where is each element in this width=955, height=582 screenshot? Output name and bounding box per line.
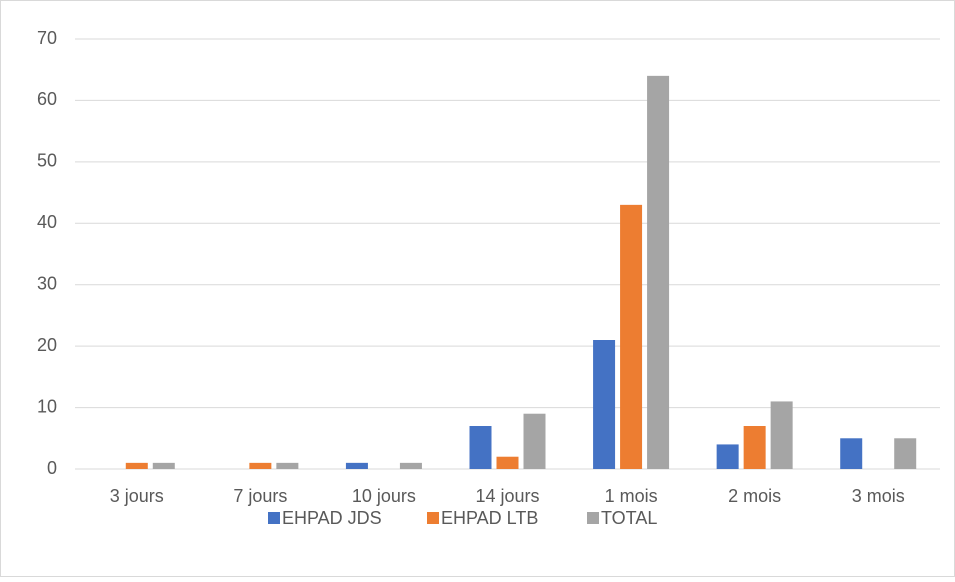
y-tick-label: 70 xyxy=(37,28,57,48)
bar xyxy=(840,438,863,469)
bar xyxy=(345,462,368,469)
bar xyxy=(620,204,643,469)
y-tick-label: 50 xyxy=(37,151,57,171)
legend-label: EHPAD JDS xyxy=(282,508,382,528)
bar xyxy=(125,462,148,469)
bar xyxy=(716,444,739,469)
y-tick-label: 40 xyxy=(37,212,57,232)
bar xyxy=(399,462,422,469)
y-tick-label: 20 xyxy=(37,335,57,355)
bar xyxy=(593,340,616,469)
legend-label: TOTAL xyxy=(601,508,657,528)
x-tick-label: 1 mois xyxy=(605,486,658,506)
bar xyxy=(743,426,766,469)
y-tick-label: 10 xyxy=(37,396,57,416)
bar xyxy=(469,426,492,469)
legend-swatch xyxy=(587,512,599,524)
bar xyxy=(523,413,546,469)
bar xyxy=(770,401,793,469)
bar xyxy=(249,462,272,469)
bar xyxy=(152,462,175,469)
legend-label: EHPAD LTB xyxy=(441,508,538,528)
x-tick-label: 3 mois xyxy=(852,486,905,506)
x-tick-label: 10 jours xyxy=(352,486,416,506)
y-tick-label: 0 xyxy=(47,458,57,478)
x-tick-label: 3 jours xyxy=(110,486,164,506)
bar xyxy=(894,438,917,469)
legend-swatch xyxy=(427,512,439,524)
bar xyxy=(276,462,299,469)
bar xyxy=(496,456,519,469)
x-tick-label: 7 jours xyxy=(233,486,287,506)
y-tick-label: 60 xyxy=(37,89,57,109)
legend-swatch xyxy=(268,512,280,524)
bar xyxy=(647,75,670,469)
x-tick-label: 14 jours xyxy=(475,486,539,506)
y-tick-label: 30 xyxy=(37,273,57,293)
x-tick-label: 2 mois xyxy=(728,486,781,506)
